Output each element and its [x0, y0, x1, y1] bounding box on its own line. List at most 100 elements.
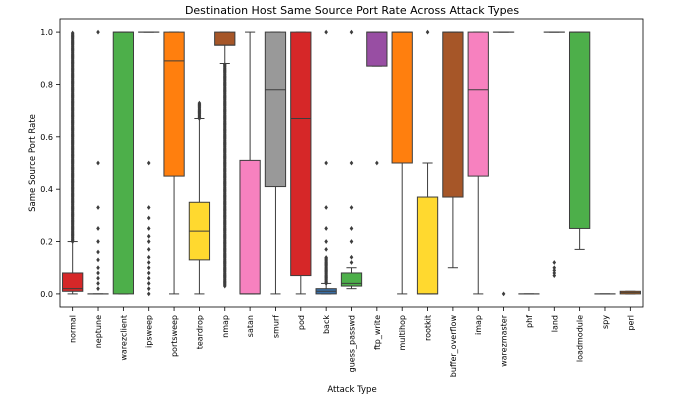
outlier-point — [349, 160, 354, 166]
x-tick-label: teardrop — [195, 315, 204, 349]
outlier-point — [146, 275, 151, 281]
outlier-point — [375, 160, 379, 166]
iqr-box — [366, 31, 388, 67]
outlier-point — [349, 226, 354, 231]
outlier-point — [552, 273, 557, 278]
outlier-point — [146, 265, 151, 271]
outlier-point — [501, 291, 506, 297]
box-smurf — [264, 31, 287, 295]
iqr-box — [290, 31, 312, 277]
plot-area — [62, 29, 641, 297]
outlier-point — [146, 254, 151, 260]
outlier-point — [552, 260, 557, 265]
outlier-point — [146, 233, 151, 239]
outlier-point — [146, 205, 151, 210]
outlier-point — [222, 62, 227, 67]
x-tick-label: warezmaster — [500, 314, 509, 367]
y-tick-label: 0.6 — [40, 133, 53, 142]
outlier-point — [96, 281, 100, 286]
x-tick-label: loadmodule — [576, 315, 585, 362]
y-axis: 0.0 0.2 0.4 0.6 0.8 1.0 — [40, 28, 60, 299]
box-perl — [619, 290, 641, 295]
box-guess_passwd — [340, 29, 363, 290]
box-satan — [239, 31, 261, 295]
outlier-point — [324, 205, 328, 210]
box-portsweep — [163, 31, 185, 295]
outlier-point — [146, 270, 151, 276]
outlier-point — [324, 239, 328, 244]
x-tick-label: normal — [69, 315, 78, 343]
outlier-point — [146, 291, 151, 297]
outlier-point — [96, 239, 100, 244]
x-tick-label: portsweep — [170, 315, 179, 357]
outlier-point — [324, 29, 328, 35]
outlier-point — [96, 257, 100, 263]
iqr-box — [568, 31, 591, 229]
iqr-box — [391, 31, 413, 164]
outlier-point — [146, 286, 151, 292]
y-tick-label: 0.4 — [40, 185, 53, 194]
outlier-point — [96, 160, 100, 166]
x-tick-label: multihop — [398, 315, 407, 351]
x-tick-label: satan — [246, 315, 255, 337]
x-axis: normal neptune warezclient ipsweep portsweep… — [69, 307, 635, 377]
x-tick-label: nmap — [221, 315, 230, 338]
y-tick-label: 0.0 — [40, 290, 53, 299]
outlier-point — [324, 160, 328, 166]
box-warezmaster — [492, 31, 515, 297]
iqr-box — [340, 272, 363, 287]
outlier-point — [96, 270, 100, 276]
outlier-point — [349, 205, 354, 210]
x-tick-label: phf — [525, 315, 534, 328]
outlier-point — [146, 226, 151, 231]
box-multihop — [391, 31, 413, 295]
y-tick-label: 1.0 — [40, 28, 53, 37]
outlier-point — [96, 286, 100, 292]
x-tick-label: perl — [626, 315, 635, 331]
iqr-box — [214, 31, 236, 46]
x-tick-label: land — [550, 315, 559, 332]
x-tick-label: imap — [474, 315, 483, 335]
x-tick-label: guess_passwd — [348, 315, 357, 372]
outlier-point — [96, 205, 100, 210]
x-tick-label: warezclient — [119, 315, 128, 361]
outlier-point — [96, 265, 100, 271]
y-tick-label: 0.8 — [40, 80, 53, 89]
outlier-point — [349, 254, 354, 260]
outlier-point — [96, 226, 100, 231]
outlier-point — [96, 275, 100, 281]
outlier-point — [349, 29, 354, 35]
outlier-point — [552, 270, 557, 276]
box-rootkit — [416, 29, 439, 295]
x-tick-label: neptune — [94, 315, 103, 348]
box-loadmodule — [568, 31, 591, 250]
box-ipsweep — [138, 31, 160, 297]
outlier-point — [96, 249, 100, 255]
iqr-box — [264, 31, 287, 188]
box-land — [543, 31, 565, 278]
x-tick-label: pod — [297, 315, 306, 330]
outlier-point — [146, 260, 151, 265]
x-tick-label: ipsweep — [145, 315, 154, 348]
outlier-point — [146, 160, 151, 166]
outlier-point — [324, 255, 328, 260]
box-neptune — [87, 29, 109, 295]
x-tick-label: rootkit — [424, 315, 433, 341]
box-imap — [467, 31, 489, 295]
outlier-point — [552, 265, 557, 271]
outlier-point — [70, 30, 75, 36]
chart-title: Destination Host Same Source Port Rate A… — [185, 4, 519, 17]
outlier-point — [197, 100, 202, 106]
outlier-point — [96, 29, 100, 35]
outlier-point — [146, 239, 151, 244]
x-tick-label: smurf — [271, 315, 280, 338]
iqr-box — [239, 159, 261, 295]
box-nmap — [214, 31, 236, 289]
x-tick-label: back — [322, 315, 331, 334]
iqr-box — [416, 196, 439, 295]
outlier-point — [146, 215, 151, 221]
outlier-point — [324, 226, 328, 231]
box-warezclient — [112, 31, 135, 295]
outlier-point — [349, 239, 354, 244]
